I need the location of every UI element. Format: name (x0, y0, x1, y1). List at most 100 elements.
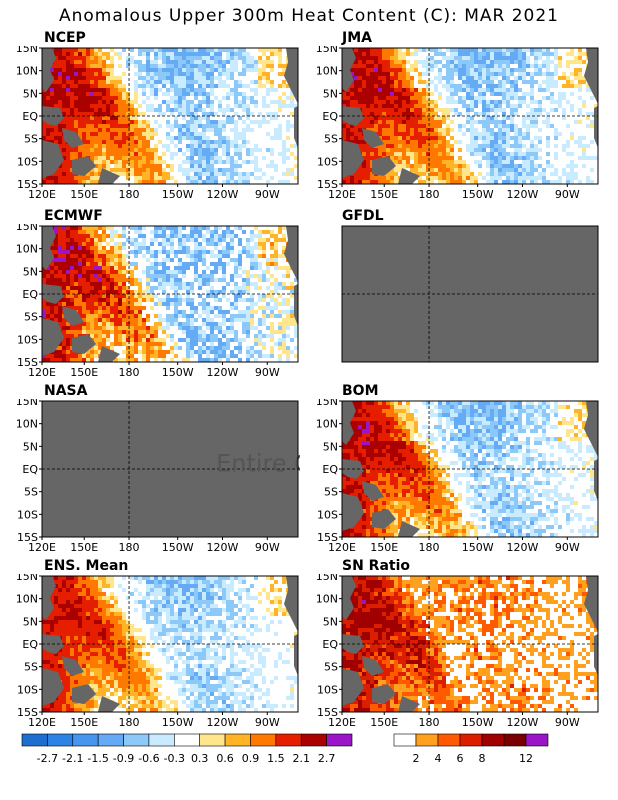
field-cell (446, 48, 451, 53)
field-cell (594, 164, 599, 169)
field-cell (206, 132, 211, 137)
field-cell (394, 180, 399, 185)
field-cell (186, 242, 191, 247)
field-cell (158, 96, 163, 101)
field-cell (550, 100, 555, 105)
field-cell (90, 226, 95, 231)
field-cell (158, 116, 163, 121)
field-cell (394, 140, 399, 145)
field-cell (154, 156, 159, 161)
field-cell (290, 144, 295, 149)
field-cell (430, 160, 435, 165)
field-cell (78, 76, 83, 81)
field-cell (418, 72, 423, 77)
field-cell (394, 160, 399, 165)
field-cell (206, 112, 211, 117)
field-cell (250, 246, 255, 251)
field-cell (450, 52, 455, 57)
field-cell (418, 152, 423, 157)
field-cell (94, 96, 99, 101)
field-cell (362, 108, 367, 113)
field-cell (426, 132, 431, 137)
field-cell (62, 160, 67, 165)
field-cell (190, 88, 195, 93)
field-cell (270, 242, 275, 247)
field-cell (578, 128, 583, 133)
field-cell (186, 84, 191, 89)
field-cell (162, 108, 167, 113)
field-cell (58, 64, 63, 69)
field-cell (578, 104, 583, 109)
field-cell (478, 116, 483, 121)
field-cell (262, 48, 267, 53)
field-cell (86, 234, 91, 239)
field-cell (186, 230, 191, 235)
field-cell (154, 88, 159, 93)
field-cell (538, 68, 543, 73)
field-cell (518, 80, 523, 85)
field-cell (94, 230, 99, 235)
field-cell (410, 100, 415, 105)
field-cell (458, 152, 463, 157)
field-cell (578, 124, 583, 129)
field-cell (62, 100, 67, 105)
field-cell (418, 128, 423, 133)
field-cell (530, 72, 535, 77)
field-cell (274, 160, 279, 165)
field-cell (62, 172, 67, 177)
field-cell (190, 72, 195, 77)
field-cell (574, 68, 579, 73)
field-cell (270, 84, 275, 89)
field-cell (586, 108, 591, 113)
field-cell (206, 148, 211, 153)
field-cell (414, 92, 419, 97)
field-cell (414, 156, 419, 161)
field-cell (426, 76, 431, 81)
field-cell (518, 148, 523, 153)
field-cell (402, 96, 407, 101)
field-cell (250, 148, 255, 153)
field-cell (486, 152, 491, 157)
field-cell (86, 246, 91, 251)
field-cell (214, 84, 219, 89)
field-cell (122, 148, 127, 153)
field-cell (478, 72, 483, 77)
field-cell (214, 180, 219, 185)
field-cell (422, 132, 427, 137)
field-cell (230, 92, 235, 97)
field-cell (86, 140, 91, 145)
field-cell (270, 128, 275, 133)
field-cell (250, 124, 255, 129)
field-cell (438, 68, 443, 73)
field-cell (90, 172, 95, 177)
field-cell (474, 76, 479, 81)
field-cell (294, 180, 299, 185)
field-cell (174, 140, 179, 145)
field-cell (226, 140, 231, 145)
field-cell (510, 64, 515, 69)
field-cell (482, 128, 487, 133)
field-cell (234, 132, 239, 137)
field-cell (542, 144, 547, 149)
field-cell (526, 100, 531, 105)
field-cell (110, 92, 115, 97)
field-cell (442, 68, 447, 73)
field-cell (118, 68, 123, 73)
field-cell (474, 172, 479, 177)
field-cell (74, 238, 79, 243)
field-cell (530, 96, 535, 101)
field-cell (342, 96, 347, 101)
field-cell (254, 96, 259, 101)
field-cell (494, 160, 499, 165)
field-cell (362, 52, 367, 57)
field-cell (98, 234, 103, 239)
field-cell (74, 120, 79, 125)
field-cell (522, 108, 527, 113)
field-cell (86, 92, 91, 97)
field-cell (174, 234, 179, 239)
field-cell (218, 108, 223, 113)
field-cell (458, 96, 463, 101)
field-cell (502, 180, 507, 185)
field-cell (242, 164, 247, 169)
field-cell (366, 100, 371, 105)
